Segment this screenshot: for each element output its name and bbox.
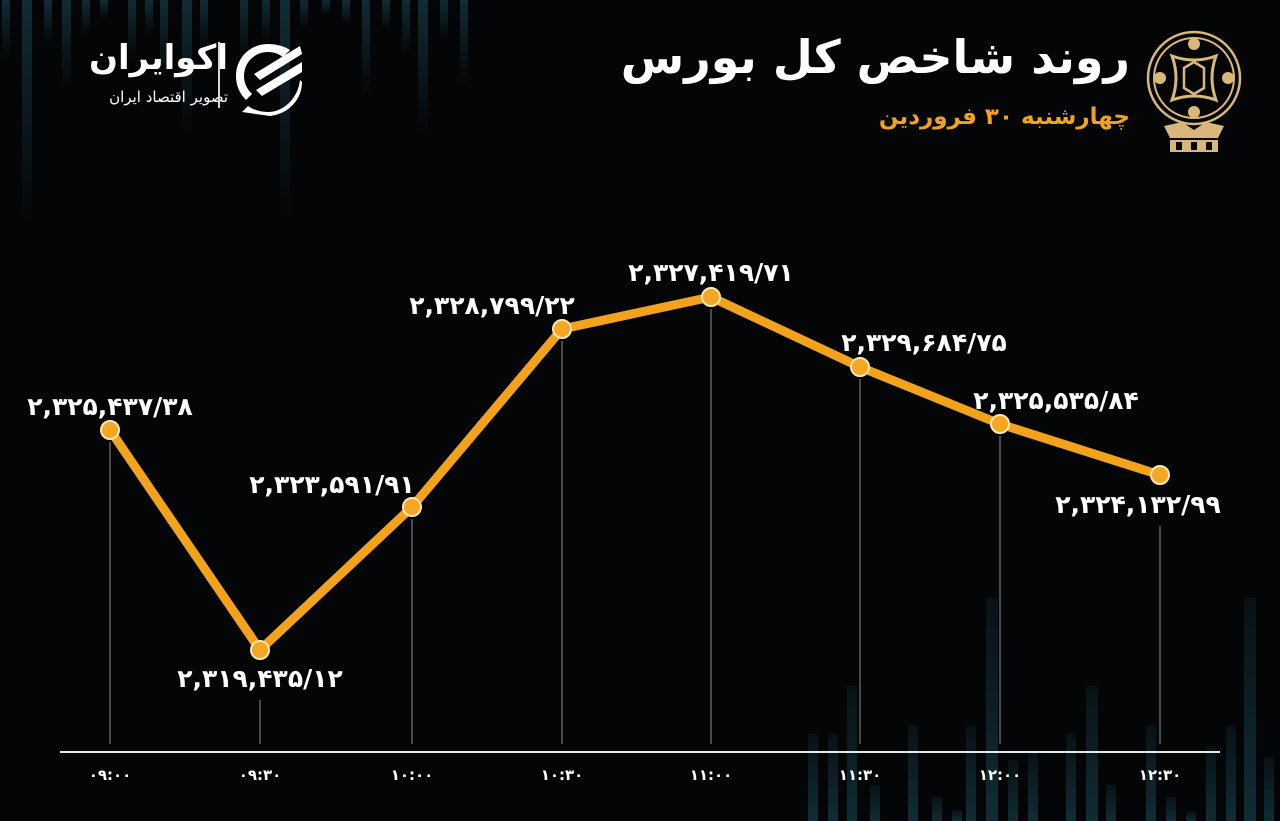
brand-name: اکوایران: [89, 38, 228, 78]
x-axis-tick-label: ۱۱:۳۰: [838, 766, 882, 784]
x-axis-tick-label: ۱۱:۰۰: [689, 766, 733, 784]
value-label: ۲,۳۲۳,۵۹۱/۹۱: [249, 470, 415, 499]
x-axis-tick-label: ۱۲:۰۰: [978, 766, 1022, 784]
data-point: [100, 420, 120, 440]
data-point: [701, 287, 721, 307]
value-label: ۲,۳۲۸,۷۹۹/۲۲: [409, 291, 575, 320]
value-label: ۲,۳۲۴,۱۳۲/۹۹: [1055, 490, 1221, 519]
tehran-stock-exchange-emblem-icon: [1146, 30, 1242, 152]
brand-block: اکوایران تصویر اقتصاد ایران: [40, 38, 320, 118]
brand-divider: [218, 42, 220, 108]
data-point: [250, 640, 270, 660]
value-label: ۲,۳۲۵,۵۳۵/۸۴: [973, 386, 1139, 415]
chart-date: چهارشنبه ۳۰ فروردین: [878, 104, 1130, 130]
series-line: [105, 292, 1165, 655]
value-label: ۲,۳۲۷,۴۱۹/۷۱: [628, 258, 794, 287]
vertical-guide-lines: [109, 309, 1161, 744]
x-axis-tick-label: ۰۹:۳۰: [238, 766, 282, 784]
value-label: ۲,۳۲۵,۴۳۷/۳۸: [27, 392, 193, 421]
value-label: ۲,۳۱۹,۴۳۵/۱۲: [177, 664, 343, 693]
value-label: ۲,۳۲۹,۶۸۴/۷۵: [841, 328, 1007, 357]
data-point: [990, 414, 1010, 434]
data-point: [1150, 465, 1170, 485]
x-axis-tick-label: ۰۹:۰۰: [88, 766, 132, 784]
x-axis-tick-label: ۱۰:۳۰: [540, 766, 584, 784]
data-point: [552, 319, 572, 339]
brand-tagline: تصویر اقتصاد ایران: [109, 88, 228, 106]
data-point: [402, 497, 422, 517]
data-point: [850, 357, 870, 377]
x-axis-tick-label: ۱۰:۰۰: [390, 766, 434, 784]
ecoiran-logo-icon: [236, 44, 302, 116]
x-axis-tick-label: ۱۲:۳۰: [1138, 766, 1182, 784]
chart-title: روند شاخص کل بورس: [620, 30, 1130, 84]
data-points: [100, 287, 1170, 660]
